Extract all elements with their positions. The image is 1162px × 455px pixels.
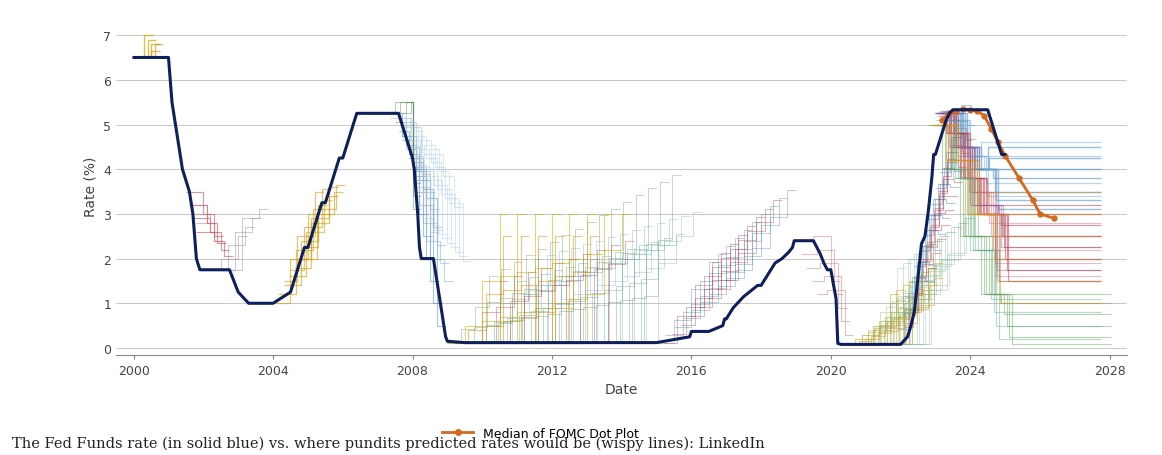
Y-axis label: Rate (%): Rate (%) xyxy=(84,157,98,217)
Legend: Median of FOMC Dot Plot: Median of FOMC Dot Plot xyxy=(437,422,645,445)
Text: The Fed Funds rate (in solid blue) vs. where pundits predicted rates would be (w: The Fed Funds rate (in solid blue) vs. w… xyxy=(12,436,765,450)
X-axis label: Date: Date xyxy=(605,382,638,396)
